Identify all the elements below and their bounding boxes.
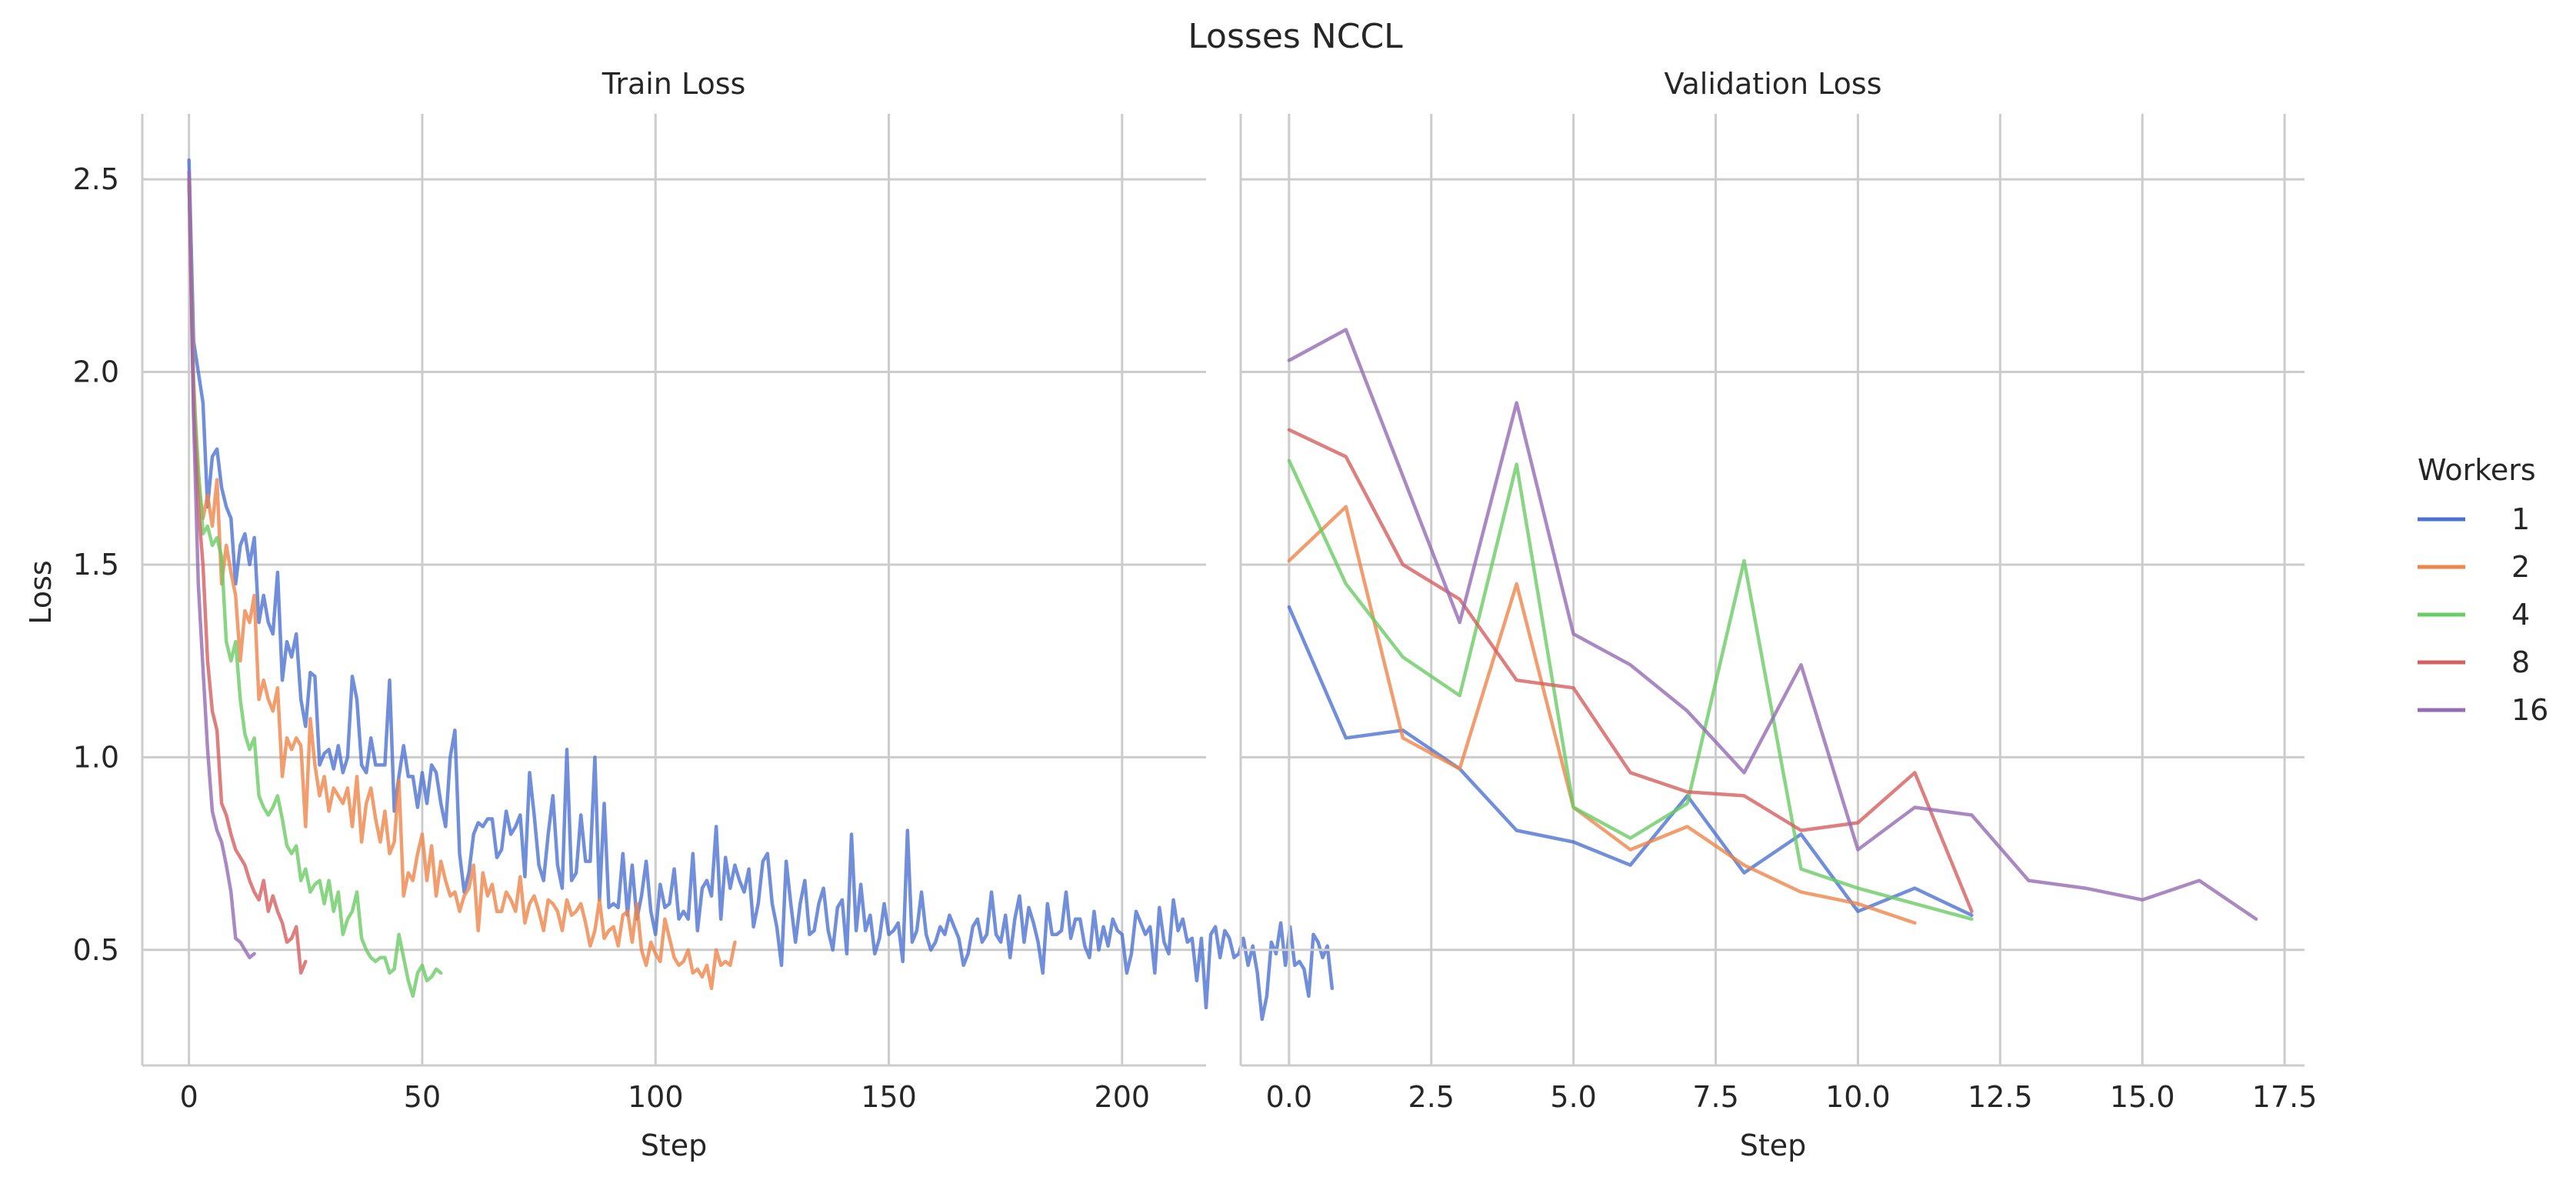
train-loss-axes: [141, 114, 1206, 1067]
legend-label-4: 4: [2511, 598, 2530, 632]
validation-loss-x-tick-label: 5.0: [1550, 1080, 1596, 1114]
validation-loss-panel: Validation Loss 0.0 2.5 5.0 7.5 10.0 12.5 15.0…: [1239, 67, 2318, 1162]
validation-loss-axes: [1239, 114, 2304, 1067]
y-tick-label: 1.5: [73, 548, 119, 582]
train-loss-line-workers-1: [187, 158, 1335, 1022]
legend: Workers 1 2 4 8 16: [2418, 453, 2548, 727]
train-loss-panel: Train Loss 0 50 100 150 200 0.51.01.52.02.5 …: [24, 67, 1335, 1162]
y-tick-label: 0.5: [73, 933, 119, 967]
validation-loss-line-workers-4: [1287, 458, 1974, 921]
legend-label-8: 8: [2511, 645, 2530, 679]
legend-label-2: 2: [2511, 550, 2530, 584]
y-tick-label: 2.0: [73, 355, 119, 389]
figure-title: Losses NCCL: [1188, 17, 1403, 56]
train-loss-line-workers-8: [187, 177, 308, 975]
legend-items: 1 2 4 8 16: [2418, 502, 2548, 727]
train-loss-line-workers-2: [187, 177, 737, 991]
legend-label-16: 16: [2511, 693, 2548, 727]
validation-loss-x-tick-label: 7.5: [1692, 1080, 1738, 1114]
validation-loss-line-workers-2: [1287, 505, 1917, 925]
train-loss-title: Train Loss: [602, 67, 746, 101]
train-loss-x-tick-label: 200: [1095, 1080, 1151, 1114]
train-loss-x-ticks: 0 50 100 150 200: [180, 1080, 1151, 1114]
train-loss-x-tick-label: 150: [861, 1080, 917, 1114]
y-tick-label: 2.5: [73, 162, 119, 196]
validation-loss-x-ticks: 0.0 2.5 5.0 7.5 10.0 12.5 15.0 17.5: [1266, 1080, 2318, 1114]
train-loss-y-ticks: 0.5 1.0 1.5 2.0 2.5: [73, 162, 119, 967]
train-loss-series: [187, 158, 1335, 1022]
validation-loss-line-workers-8: [1287, 428, 1974, 913]
validation-loss-line-workers-16: [1287, 328, 2258, 921]
validation-loss-x-tick-label: 12.5: [1968, 1080, 2033, 1114]
validation-loss-x-tick-label: 10.0: [1825, 1080, 1891, 1114]
y-axis-label: Loss: [24, 560, 58, 624]
train-loss-x-axis-label: Step: [641, 1129, 708, 1162]
legend-label-1: 1: [2511, 502, 2530, 536]
validation-loss-gridlines: [1241, 114, 2304, 1065]
train-loss-gridlines: [142, 114, 1206, 1065]
validation-loss-x-tick-label: 2.5: [1408, 1080, 1455, 1114]
train-loss-x-tick-label: 0: [180, 1080, 198, 1114]
validation-loss-x-tick-label: 17.5: [2252, 1080, 2318, 1114]
legend-title: Workers: [2418, 453, 2536, 487]
train-loss-line-workers-4: [187, 177, 443, 999]
validation-loss-title: Validation Loss: [1664, 67, 1881, 101]
train-loss-x-tick-label: 50: [404, 1080, 441, 1114]
validation-loss-x-tick-label: 15.0: [2110, 1080, 2175, 1114]
train-loss-x-tick-label: 100: [628, 1080, 684, 1114]
validation-loss-x-axis-label: Step: [1740, 1129, 1807, 1162]
validation-loss-line-workers-1: [1287, 605, 1974, 917]
validation-loss-series: [1287, 328, 2258, 925]
validation-loss-x-tick-label: 0.0: [1266, 1080, 1312, 1114]
train-loss-line-workers-16: [187, 169, 256, 960]
y-tick-label: 1.0: [73, 740, 119, 774]
